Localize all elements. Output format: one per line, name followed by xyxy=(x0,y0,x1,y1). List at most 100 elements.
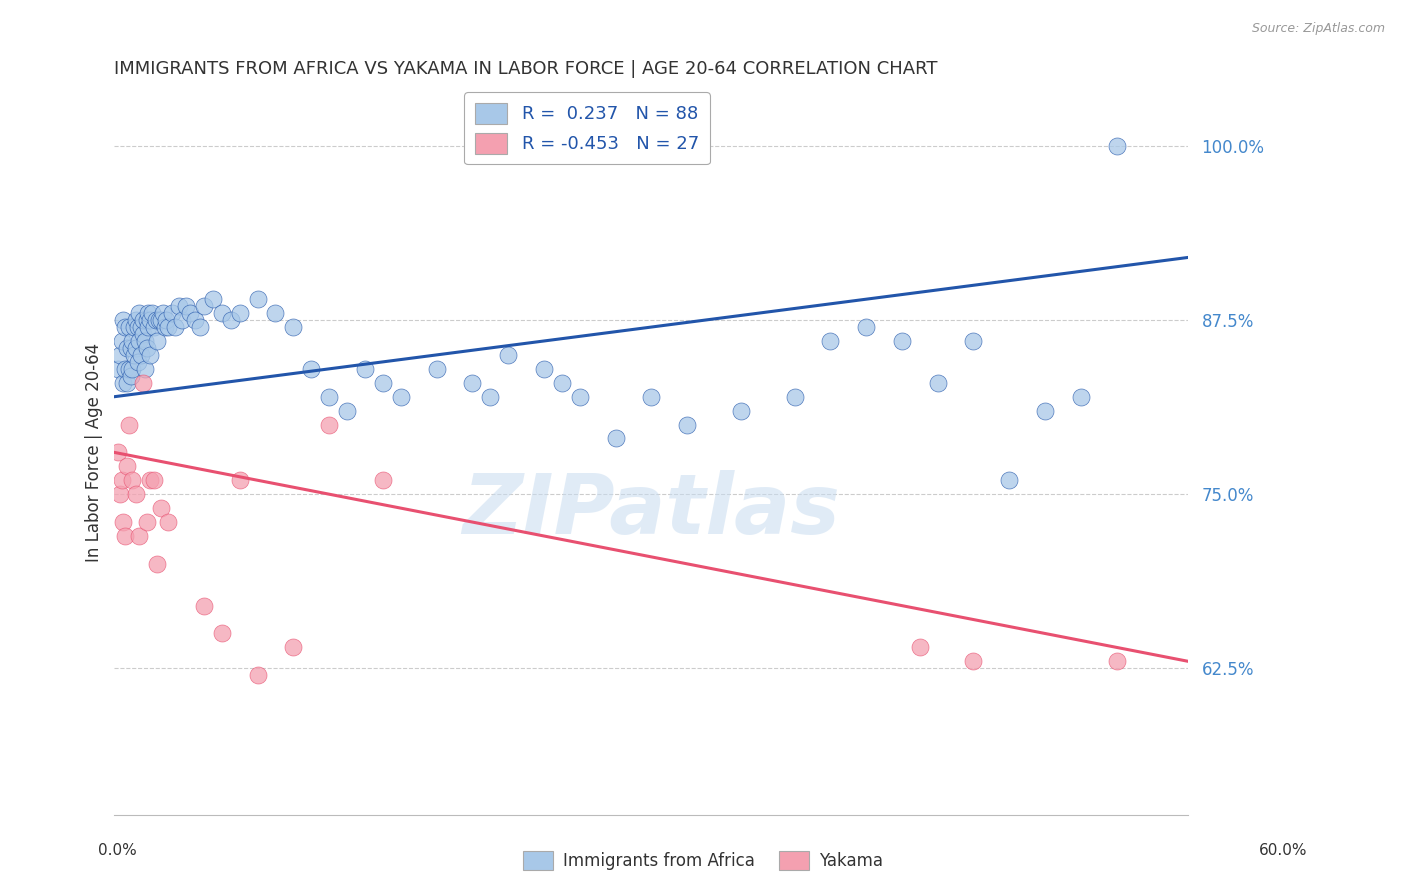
Point xyxy=(107,445,129,459)
Point xyxy=(962,334,984,348)
Point xyxy=(998,473,1021,487)
Point xyxy=(139,313,162,327)
Point xyxy=(155,313,177,327)
Point xyxy=(120,368,142,383)
Point xyxy=(115,376,138,390)
Point xyxy=(153,320,176,334)
Point xyxy=(246,668,269,682)
Point xyxy=(132,326,155,341)
Point xyxy=(127,355,149,369)
Point xyxy=(201,292,224,306)
Point xyxy=(122,348,145,362)
Point xyxy=(157,320,180,334)
Point xyxy=(142,320,165,334)
Point xyxy=(114,320,136,334)
Point xyxy=(149,501,172,516)
Point xyxy=(228,473,250,487)
Point xyxy=(157,515,180,529)
Point xyxy=(299,361,322,376)
Point xyxy=(1070,390,1092,404)
Point xyxy=(371,376,394,390)
Point xyxy=(132,313,155,327)
Point xyxy=(134,361,156,376)
Point xyxy=(318,417,340,432)
Y-axis label: In Labor Force | Age 20-64: In Labor Force | Age 20-64 xyxy=(86,343,103,562)
Point xyxy=(135,341,157,355)
Point xyxy=(184,313,207,327)
Point xyxy=(115,459,138,474)
Point xyxy=(962,654,984,668)
Point xyxy=(174,299,197,313)
Point xyxy=(115,341,138,355)
Point xyxy=(371,473,394,487)
Text: 0.0%: 0.0% xyxy=(98,843,138,858)
Point xyxy=(1033,403,1056,417)
Point xyxy=(128,334,150,348)
Point xyxy=(112,515,135,529)
Point xyxy=(110,473,132,487)
Point xyxy=(112,313,135,327)
Text: ZIPatlas: ZIPatlas xyxy=(463,470,841,551)
Point xyxy=(152,306,174,320)
Point xyxy=(127,320,149,334)
Point xyxy=(228,306,250,320)
Point xyxy=(148,313,170,327)
Point xyxy=(121,361,143,376)
Point xyxy=(138,320,160,334)
Point xyxy=(128,306,150,320)
Point xyxy=(108,348,131,362)
Point xyxy=(496,348,519,362)
Point xyxy=(568,390,591,404)
Point xyxy=(146,557,169,571)
Point xyxy=(112,376,135,390)
Point xyxy=(108,487,131,501)
Point xyxy=(107,361,129,376)
Point xyxy=(211,306,233,320)
Point xyxy=(114,361,136,376)
Point xyxy=(283,640,305,655)
Point xyxy=(188,320,211,334)
Point xyxy=(134,334,156,348)
Text: IMMIGRANTS FROM AFRICA VS YAKAMA IN LABOR FORCE | AGE 20-64 CORRELATION CHART: IMMIGRANTS FROM AFRICA VS YAKAMA IN LABO… xyxy=(114,60,938,78)
Text: 60.0%: 60.0% xyxy=(1260,843,1308,858)
Point xyxy=(125,313,148,327)
Point xyxy=(110,334,132,348)
Point xyxy=(138,306,160,320)
Point xyxy=(118,361,141,376)
Point xyxy=(146,334,169,348)
Point xyxy=(855,320,877,334)
Point xyxy=(264,306,287,320)
Point xyxy=(640,390,662,404)
Point xyxy=(129,320,152,334)
Point xyxy=(193,599,215,613)
Point xyxy=(820,334,842,348)
Point xyxy=(605,432,627,446)
Point xyxy=(121,473,143,487)
Point xyxy=(179,306,201,320)
Point xyxy=(122,320,145,334)
Point xyxy=(114,529,136,543)
Point xyxy=(927,376,949,390)
Point xyxy=(193,299,215,313)
Point xyxy=(125,341,148,355)
Point xyxy=(118,417,141,432)
Point xyxy=(120,341,142,355)
Legend: Immigrants from Africa, Yakama: Immigrants from Africa, Yakama xyxy=(516,844,890,877)
Point xyxy=(219,313,242,327)
Point xyxy=(336,403,359,417)
Point xyxy=(149,313,172,327)
Point xyxy=(139,348,162,362)
Point xyxy=(461,376,484,390)
Point xyxy=(139,473,162,487)
Point xyxy=(172,313,194,327)
Point xyxy=(128,529,150,543)
Point xyxy=(318,390,340,404)
Point xyxy=(135,515,157,529)
Point xyxy=(135,313,157,327)
Point xyxy=(129,348,152,362)
Point xyxy=(125,487,148,501)
Point xyxy=(551,376,574,390)
Point xyxy=(165,320,187,334)
Point xyxy=(890,334,912,348)
Point xyxy=(1105,139,1128,153)
